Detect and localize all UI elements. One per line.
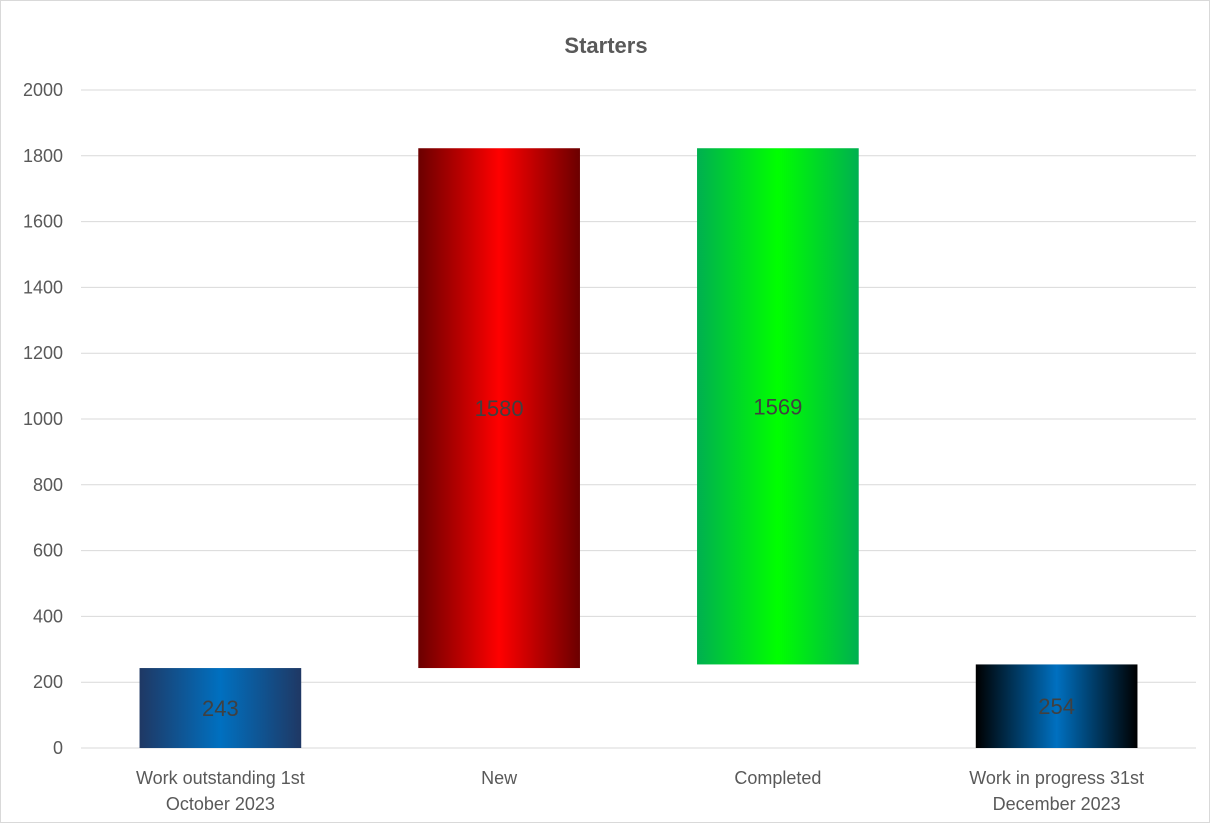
y-axis-tick-labels: 0 200 400 600 800 1000 1200 1400 1600 1800 2000 [23,80,63,758]
category-label-2-0: Completed [734,768,821,788]
y-tick-label-0: 0 [53,738,63,758]
y-tick-label-1600: 1600 [23,212,63,232]
bar-1 [418,148,580,669]
gridlines [81,89,1196,749]
y-tick-label-400: 400 [33,606,63,626]
category-label-1-0: New [481,768,518,788]
category-label-0-1: October 2023 [166,794,275,814]
category-labels: Work outstanding 1st October 2023 New Compl… [136,768,1144,814]
data-label-2: 1569 [753,394,802,419]
y-tick-label-1200: 1200 [23,343,63,363]
y-tick-label-200: 200 [33,672,63,692]
bars [139,148,1138,748]
bar-2 [697,148,859,665]
category-label-3-1: December 2023 [993,794,1121,814]
data-label-3: 254 [1038,694,1075,719]
bar-0 [139,668,302,748]
y-tick-label-2000: 2000 [23,80,63,100]
bar-3 [975,664,1138,748]
data-label-1: 1580 [475,396,524,421]
y-tick-label-1800: 1800 [23,146,63,166]
data-labels: 243 1580 1569 254 [202,394,1075,721]
category-label-0-0: Work outstanding 1st [136,768,305,788]
y-tick-label-1400: 1400 [23,277,63,297]
chart-title: Starters [564,33,647,58]
category-label-3-0: Work in progress 31st [969,768,1144,788]
data-label-0: 243 [202,696,239,721]
y-tick-label-800: 800 [33,475,63,495]
y-tick-label-1000: 1000 [23,409,63,429]
y-tick-label-600: 600 [33,541,63,561]
